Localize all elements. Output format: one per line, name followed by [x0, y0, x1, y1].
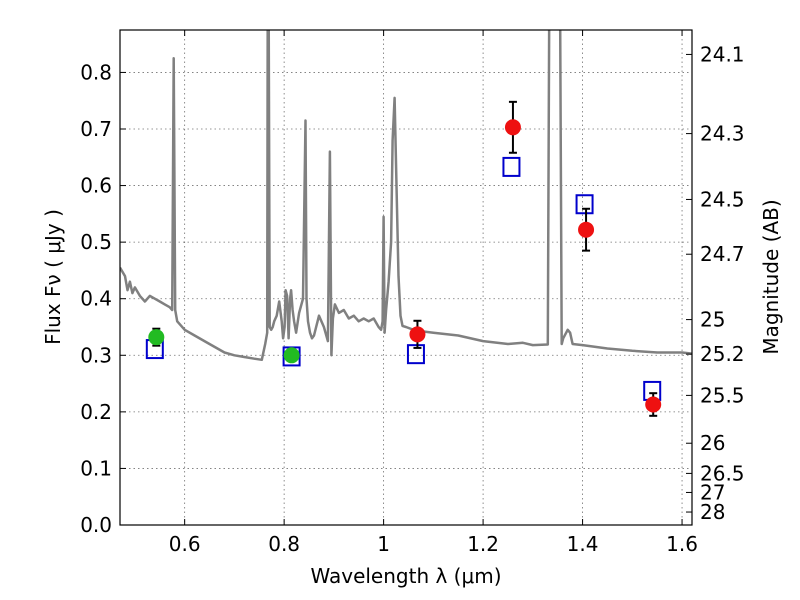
- y2-axis-label: Magnitude (AB): [759, 199, 783, 354]
- grid: [120, 30, 692, 526]
- y-tick-label: 0.4: [80, 287, 112, 311]
- observed-point: [148, 329, 165, 346]
- y-axis-label: Flux Fν ( μJy ): [41, 209, 65, 345]
- y2-tick-label: 25.2: [700, 342, 745, 366]
- y-tick-label: 0.7: [80, 117, 112, 141]
- x-axis-label: Wavelength λ (μm): [310, 564, 501, 588]
- y2-tick-label: 25: [700, 308, 725, 332]
- observed-point: [283, 347, 300, 364]
- y-tick-label: 0.8: [80, 60, 112, 84]
- observed-point: [504, 119, 521, 136]
- spectrum-line: [120, 30, 692, 362]
- spectrum-layer: [120, 30, 692, 362]
- x-axis: 0.6 0.8 1 1.2 1.4 1.6: [169, 30, 698, 556]
- y2-tick-label: 28: [700, 500, 725, 524]
- y-tick-label: 0.5: [80, 230, 112, 254]
- y-tick-label: 0.1: [80, 456, 112, 480]
- observed-point: [578, 221, 595, 238]
- x-tick-label: 1.6: [666, 532, 698, 556]
- y-axis: 0.0 0.1 0.2 0.3 0.4 0.5 0.6 0.7 0.8: [80, 60, 126, 537]
- marker-layer: [145, 100, 662, 417]
- observed-point: [409, 326, 426, 343]
- y2-tick-label: 24.7: [700, 242, 745, 266]
- model-photometry-point: [406, 344, 425, 365]
- y-tick-label: 0.2: [80, 400, 112, 424]
- model-photometry-point: [502, 156, 521, 177]
- y2-tick-label: 24.5: [700, 187, 745, 211]
- y2-tick-label: 24.1: [700, 42, 745, 66]
- plot-frame: [119, 29, 693, 526]
- y-tick-label: 0.0: [80, 513, 112, 537]
- y-tick-label: 0.6: [80, 174, 112, 198]
- y-tick-label: 0.3: [80, 343, 112, 367]
- x-tick-label: 0.6: [169, 532, 201, 556]
- x-tick-label: 1.4: [567, 532, 599, 556]
- y2-tick-label: 26: [700, 431, 725, 455]
- observed-point: [645, 396, 662, 413]
- y2-tick-label: 24.3: [700, 122, 745, 146]
- x-tick-label: 0.8: [268, 532, 300, 556]
- y2-tick-label: 27: [700, 480, 725, 504]
- x-tick-label: 1: [377, 532, 390, 556]
- y2-tick-label: 25.5: [700, 383, 745, 407]
- x-tick-label: 1.2: [467, 532, 499, 556]
- model-photometry-point: [575, 194, 594, 215]
- y2-tick-label: 26.5: [700, 461, 745, 485]
